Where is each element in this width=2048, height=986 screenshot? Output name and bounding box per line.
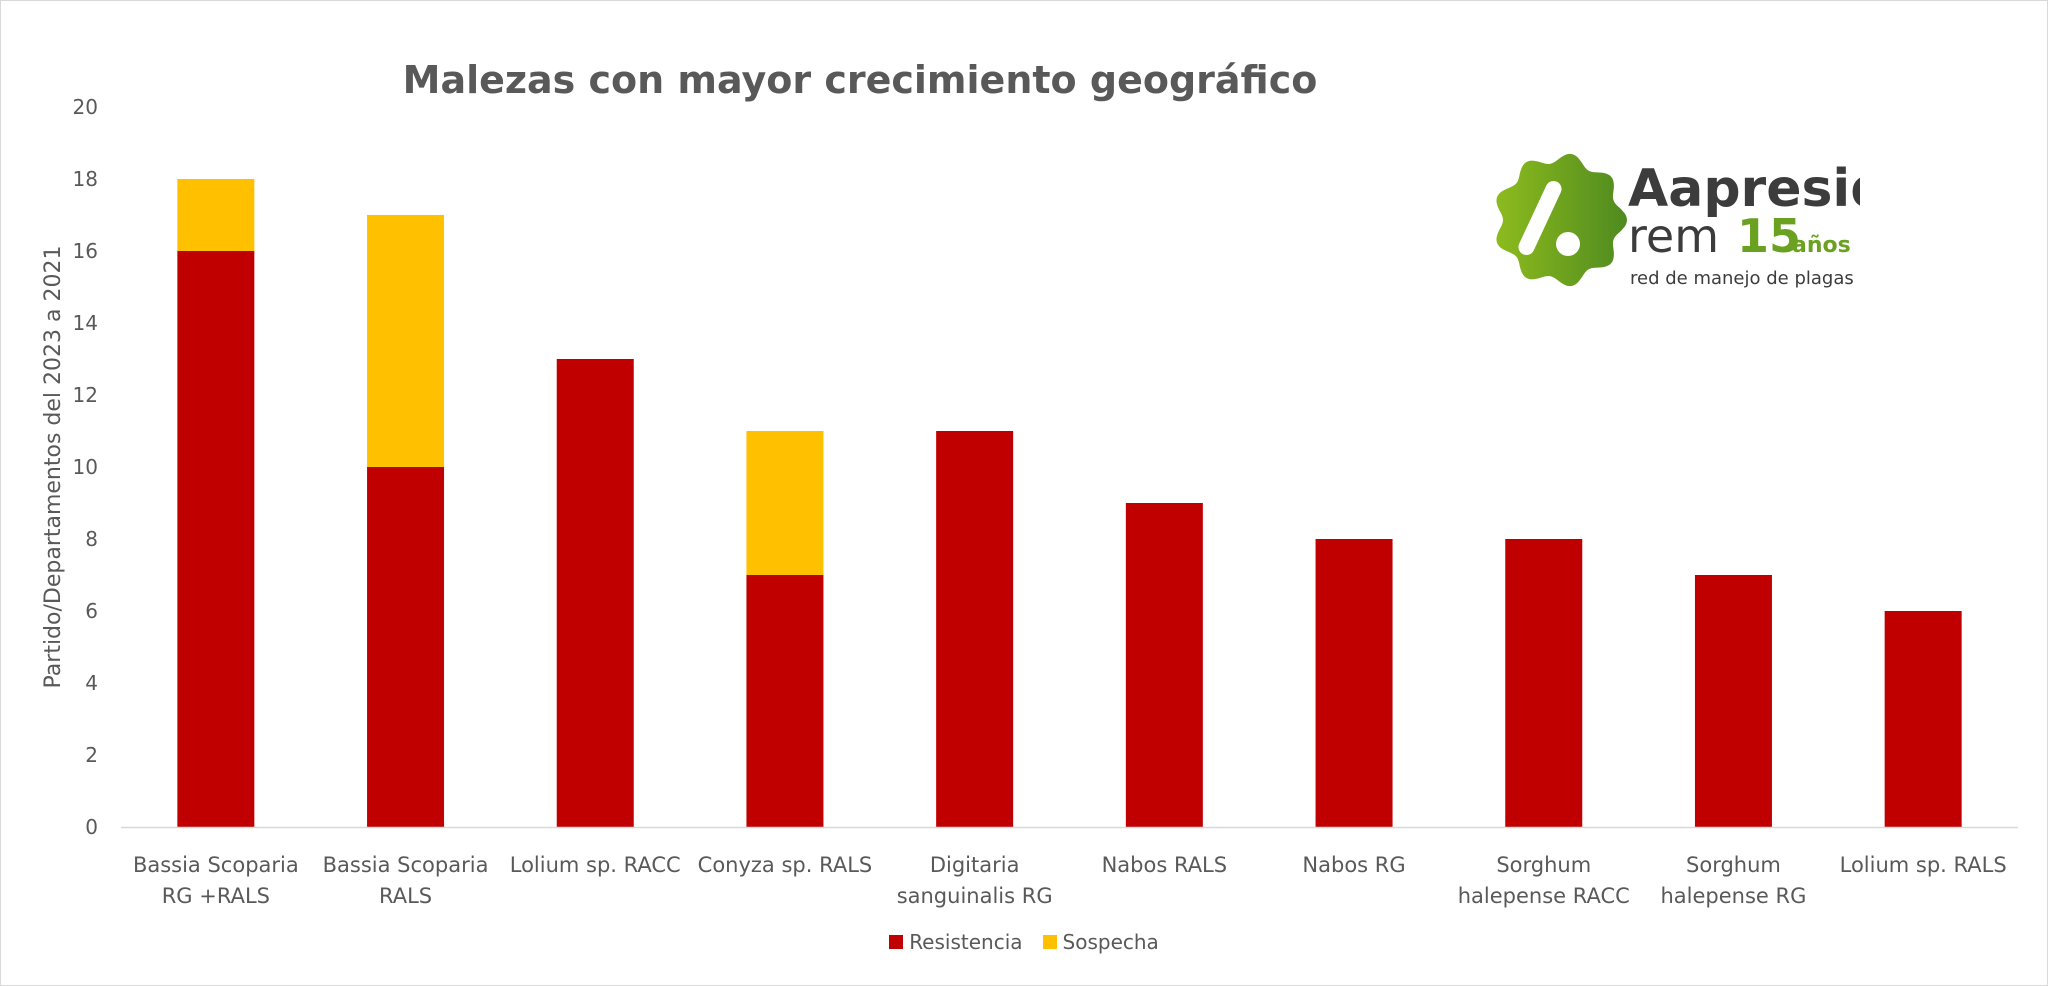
bar-sospecha bbox=[177, 179, 255, 251]
bar-resistencia bbox=[936, 431, 1014, 827]
legend-swatch bbox=[1042, 935, 1057, 949]
legend-swatch bbox=[889, 935, 904, 949]
x-tick-label: Lolium sp. RACC bbox=[510, 853, 681, 877]
bar-resistencia bbox=[177, 251, 255, 827]
aapresid-logo: Aapresid rem 15 años red de manejo de pl… bbox=[1496, 153, 1860, 289]
y-tick-label: 16 bbox=[73, 239, 98, 263]
bar-resistencia bbox=[1505, 539, 1583, 827]
logo-tagline: red de manejo de plagas bbox=[1630, 268, 1854, 289]
logo-years: 15 bbox=[1737, 209, 1801, 263]
legend-item: Sospecha bbox=[1042, 930, 1159, 954]
y-tick-label: 0 bbox=[85, 815, 98, 839]
x-tick-label: Conyza sp. RALS bbox=[698, 853, 873, 877]
x-tick-label: Lolium sp. RALS bbox=[1840, 853, 2007, 877]
x-tick-label: Digitaria bbox=[930, 853, 1020, 877]
x-tick-label: RALS bbox=[379, 884, 432, 908]
y-tick-label: 8 bbox=[85, 527, 98, 551]
x-tick-label: RG +RALS bbox=[162, 884, 270, 908]
bar-resistencia bbox=[746, 575, 824, 827]
y-tick-label: 14 bbox=[73, 311, 98, 335]
bar-resistencia bbox=[367, 467, 445, 827]
legend: Resistencia Sospecha bbox=[0, 930, 2048, 954]
logo-years-suffix: años bbox=[1792, 233, 1851, 258]
bar-resistencia bbox=[556, 359, 634, 827]
y-tick-label: 10 bbox=[73, 455, 98, 479]
x-tick-label: Sorghum bbox=[1496, 853, 1591, 877]
badge-icon bbox=[1496, 153, 1627, 287]
y-tick-label: 20 bbox=[73, 95, 98, 119]
x-tick-label: Bassia Scoparia bbox=[323, 853, 489, 877]
bar-resistencia bbox=[1694, 575, 1772, 827]
legend-label: Resistencia bbox=[909, 930, 1023, 954]
bar-resistencia bbox=[1315, 539, 1393, 827]
legend-item: Resistencia bbox=[889, 930, 1023, 954]
bar-sospecha bbox=[367, 215, 445, 467]
logo-sub: rem bbox=[1628, 209, 1719, 263]
bar-resistencia bbox=[1125, 503, 1203, 827]
legend-label: Sospecha bbox=[1062, 930, 1159, 954]
x-tick-label: Nabos RG bbox=[1302, 853, 1405, 877]
y-tick-label: 2 bbox=[85, 743, 98, 767]
y-tick-label: 12 bbox=[73, 383, 98, 407]
x-tick-label: sanguinalis RG bbox=[897, 884, 1053, 908]
chart-title: Malezas con mayor crecimiento geográfico bbox=[402, 58, 1318, 102]
x-tick-label: Nabos RALS bbox=[1102, 853, 1228, 877]
y-tick-label: 6 bbox=[85, 599, 98, 623]
y-tick-label: 4 bbox=[85, 671, 98, 695]
x-tick-label: halepense RACC bbox=[1458, 884, 1630, 908]
bar-sospecha bbox=[746, 431, 824, 575]
y-tick-label: 18 bbox=[73, 167, 98, 191]
y-axis-label: Partido/Departamentos del 2023 a 2021 bbox=[41, 246, 66, 689]
x-tick-label: Bassia Scoparia bbox=[133, 853, 299, 877]
x-tick-label: Sorghum bbox=[1686, 853, 1781, 877]
logo-brand: Aapresid bbox=[1628, 159, 1860, 219]
bar-resistencia bbox=[1884, 611, 1962, 827]
x-tick-label: halepense RG bbox=[1660, 884, 1806, 908]
